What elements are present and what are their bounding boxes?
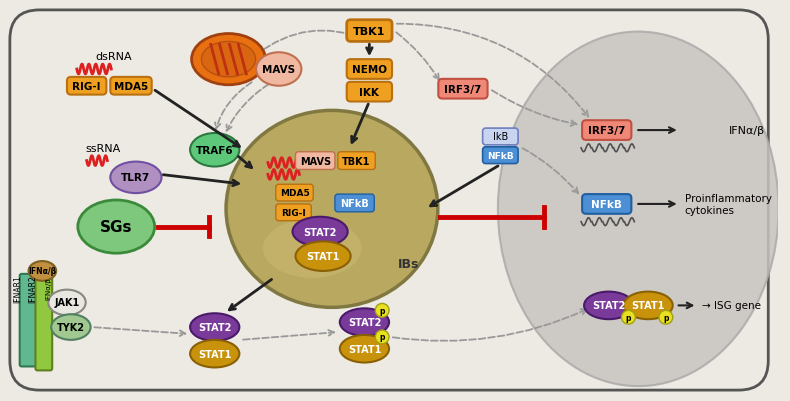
Text: MDA5: MDA5 [280,188,310,198]
Text: TBK1: TBK1 [342,156,371,166]
Text: STAT2: STAT2 [348,317,381,327]
Ellipse shape [201,43,256,78]
Text: TLR7: TLR7 [122,173,151,183]
FancyBboxPatch shape [276,185,313,201]
Ellipse shape [340,309,389,336]
Text: IFNAR1: IFNAR1 [13,274,22,302]
Ellipse shape [295,242,351,271]
Text: IFNAR2: IFNAR2 [28,274,37,302]
Ellipse shape [498,32,779,386]
FancyBboxPatch shape [9,11,769,390]
Text: STAT2: STAT2 [592,301,626,311]
Text: p: p [379,332,385,342]
Text: MDA5: MDA5 [114,81,149,91]
Ellipse shape [192,34,265,85]
Text: IFNα/β: IFNα/β [729,126,765,136]
Text: p: p [379,306,385,315]
Text: IFNα/β: IFNα/β [45,277,51,299]
Text: MAVS: MAVS [262,65,295,75]
FancyBboxPatch shape [276,205,311,221]
Ellipse shape [340,335,389,363]
Ellipse shape [48,290,85,316]
FancyBboxPatch shape [483,129,518,146]
Text: TBK1: TBK1 [353,26,386,36]
Ellipse shape [226,111,438,308]
Ellipse shape [623,292,673,319]
Text: SGs: SGs [100,219,133,235]
Text: NFkB: NFkB [340,198,369,209]
Text: Proinflammatory
cytokines: Proinflammatory cytokines [685,194,772,215]
Ellipse shape [111,162,161,194]
Text: RIG-I: RIG-I [73,81,101,91]
Text: p: p [626,313,631,322]
FancyBboxPatch shape [347,83,392,102]
Ellipse shape [263,219,362,278]
Text: STAT2: STAT2 [303,227,337,237]
Text: IRF3/7: IRF3/7 [444,85,482,95]
Text: p: p [663,313,668,322]
FancyBboxPatch shape [347,21,392,43]
FancyBboxPatch shape [67,78,107,95]
FancyBboxPatch shape [111,78,152,95]
Text: STAT2: STAT2 [198,322,231,332]
Ellipse shape [584,292,634,319]
Ellipse shape [256,53,302,87]
Text: TRAF6: TRAF6 [196,146,234,155]
Text: NEMO: NEMO [352,65,387,75]
Text: STAT1: STAT1 [348,344,381,354]
Ellipse shape [190,340,239,368]
Text: IFNα/β: IFNα/β [28,267,56,276]
Text: IRF3/7: IRF3/7 [588,126,626,136]
FancyBboxPatch shape [483,148,518,164]
FancyBboxPatch shape [347,60,392,80]
FancyBboxPatch shape [582,121,631,141]
Ellipse shape [622,310,635,324]
Ellipse shape [190,134,239,167]
FancyBboxPatch shape [295,152,335,170]
Ellipse shape [77,200,155,253]
Text: IBs: IBs [398,257,419,270]
Text: STAT1: STAT1 [307,251,340,261]
Ellipse shape [190,314,239,341]
FancyBboxPatch shape [582,194,631,214]
Ellipse shape [51,314,91,340]
Text: ssRNA: ssRNA [86,144,121,154]
FancyBboxPatch shape [36,278,52,371]
Text: IKK: IKK [359,87,379,97]
Text: STAT1: STAT1 [198,349,231,359]
Text: MAVS: MAVS [299,156,331,166]
Ellipse shape [375,304,389,318]
FancyBboxPatch shape [335,194,374,212]
Text: TYK2: TYK2 [57,322,85,332]
FancyBboxPatch shape [20,274,36,367]
Ellipse shape [292,217,348,247]
FancyBboxPatch shape [338,152,375,170]
Text: STAT1: STAT1 [631,301,665,311]
Text: IkB: IkB [493,132,508,142]
Text: NFkB: NFkB [487,151,514,160]
Text: NFkB: NFkB [591,199,623,209]
Ellipse shape [659,310,673,324]
Text: JAK1: JAK1 [55,298,80,308]
FancyBboxPatch shape [438,80,487,99]
Text: → ISG gene: → ISG gene [702,301,762,311]
Ellipse shape [28,261,56,281]
Text: dsRNA: dsRNA [95,52,132,62]
Text: RIG-I: RIG-I [281,208,306,217]
Ellipse shape [375,330,389,344]
